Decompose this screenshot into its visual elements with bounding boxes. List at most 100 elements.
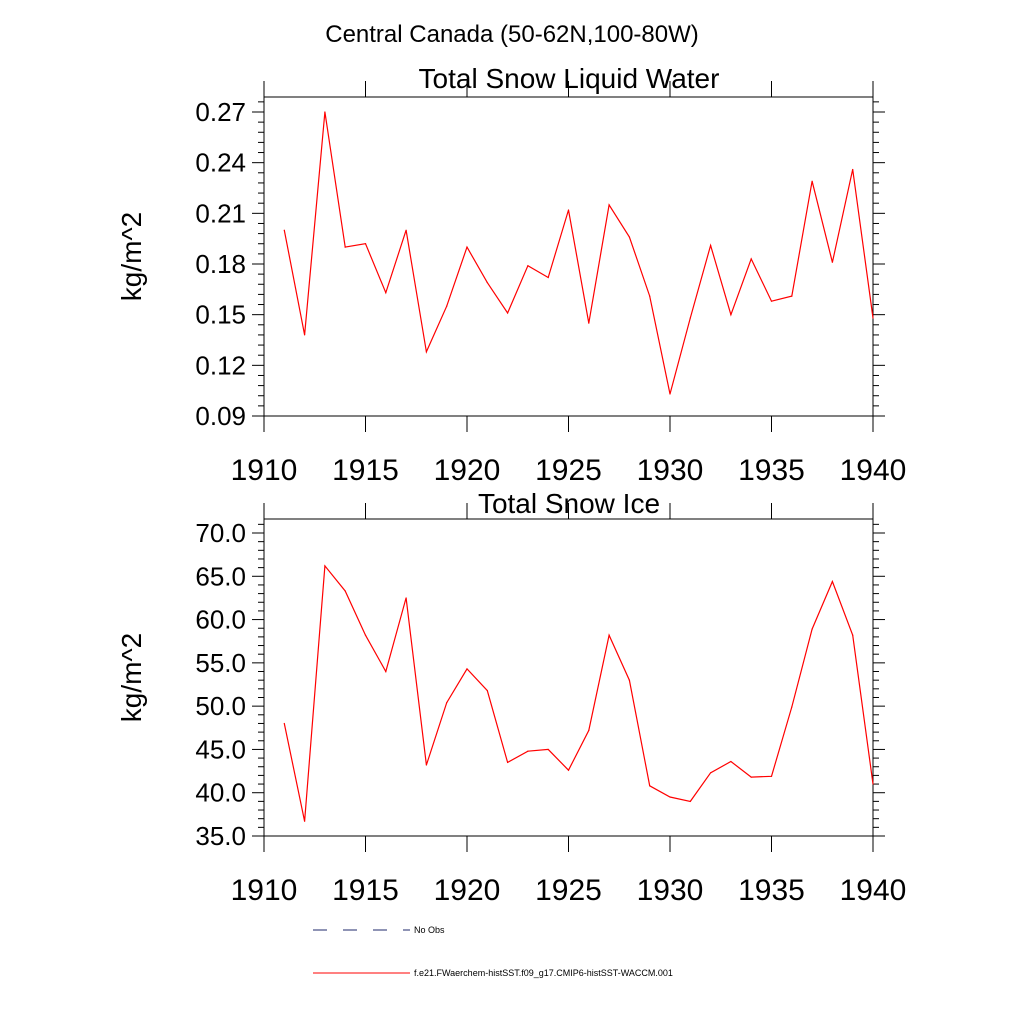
series-line-1	[283, 111, 874, 395]
x-tick-label: 1930	[637, 874, 704, 907]
chart-panel-2: Total Snow Icekg/m^235.040.045.050.055.0…	[116, 488, 906, 907]
data-point	[344, 590, 346, 592]
data-point	[405, 597, 407, 599]
x-tick-label: 1925	[535, 874, 602, 907]
data-point	[608, 204, 610, 206]
legend: No Obs f.e21.FWaerchem-histSST.f09_g17.CM…	[313, 925, 673, 978]
data-point	[567, 209, 570, 211]
x-tick-label: 1910	[231, 454, 298, 487]
data-point	[811, 180, 813, 182]
data-point	[466, 668, 468, 670]
y-tick-label: 0.21	[195, 198, 246, 228]
y-tick-label: 0.12	[195, 350, 246, 380]
data-point	[364, 634, 367, 636]
data-point	[831, 261, 834, 263]
data-point	[710, 244, 712, 247]
data-point	[852, 634, 854, 636]
y-tick-label: 0.18	[195, 249, 246, 279]
data-point	[507, 761, 509, 764]
data-point	[669, 393, 671, 395]
y-tick-label: 45.0	[195, 734, 246, 764]
data-point	[405, 229, 407, 231]
data-point	[689, 800, 691, 802]
y-axis-label: kg/m^2	[116, 212, 147, 301]
data-point	[770, 300, 773, 302]
data-point	[872, 317, 874, 319]
x-tick-label: 1915	[332, 874, 399, 907]
data-point	[831, 580, 834, 583]
data-point	[527, 750, 529, 752]
x-tick-label: 1910	[231, 874, 298, 907]
data-point	[608, 634, 610, 636]
data-point	[791, 706, 793, 708]
y-tick-label: 55.0	[195, 648, 246, 678]
panels: Total Snow Liquid Waterkg/m^20.090.120.1…	[116, 63, 906, 907]
x-tick-label: 1935	[738, 874, 805, 907]
y-tick-label: 70.0	[195, 518, 246, 548]
data-point	[425, 351, 427, 353]
data-point	[730, 760, 732, 763]
series-line-1	[283, 564, 874, 822]
y-tick-label: 0.27	[195, 97, 246, 127]
data-point	[669, 796, 671, 798]
figure-title: Central Canada (50-62N,100-80W)	[325, 21, 699, 48]
data-point	[385, 670, 387, 673]
data-point	[567, 769, 570, 771]
data-point	[628, 679, 631, 681]
plot-frame	[263, 96, 874, 417]
chart-panel-1: Total Snow Liquid Waterkg/m^20.090.120.1…	[116, 63, 906, 487]
data-point	[588, 729, 590, 731]
y-tick-label: 0.15	[195, 300, 246, 330]
data-point	[527, 265, 529, 267]
y-tick-label: 35.0	[195, 821, 246, 851]
y-tick-label: 40.0	[195, 778, 246, 808]
data-point	[710, 772, 712, 774]
x-tick-label: 1935	[738, 454, 805, 487]
data-point	[344, 246, 346, 248]
data-point	[446, 702, 448, 704]
data-point	[588, 322, 590, 324]
data-point	[750, 258, 752, 260]
y-axis-label: kg/m^2	[116, 633, 147, 722]
data-point	[730, 314, 732, 316]
data-point	[486, 281, 488, 284]
data-point	[304, 820, 306, 822]
data-point	[628, 236, 631, 238]
x-tick-label: 1940	[840, 454, 907, 487]
data-point	[791, 295, 793, 297]
data-point	[425, 764, 427, 766]
legend-label-2: f.e21.FWaerchem-histSST.f09_g17.CMIP6-hi…	[414, 968, 673, 978]
data-point	[364, 243, 367, 245]
data-point	[872, 783, 874, 785]
data-point	[385, 292, 387, 294]
y-tick-label: 0.09	[195, 401, 246, 431]
data-point	[283, 229, 285, 231]
x-tick-label: 1925	[535, 454, 602, 487]
x-tick-label: 1920	[434, 874, 501, 907]
data-point	[750, 776, 752, 778]
legend-label-1: No Obs	[414, 925, 445, 935]
data-point	[770, 775, 773, 777]
data-point	[547, 748, 549, 751]
data-point	[304, 334, 306, 336]
y-tick-label: 60.0	[195, 605, 246, 635]
y-tick-label: 0.24	[195, 148, 246, 178]
data-point	[446, 305, 448, 307]
data-point	[507, 312, 509, 314]
data-point	[811, 628, 813, 630]
data-point	[689, 317, 691, 319]
data-point	[649, 785, 651, 787]
x-tick-label: 1930	[637, 454, 704, 487]
data-point	[649, 295, 651, 297]
data-point	[547, 276, 549, 279]
data-point	[466, 246, 468, 248]
y-tick-label: 50.0	[195, 691, 246, 721]
y-tick-label: 65.0	[195, 561, 246, 591]
plot-frame	[263, 518, 874, 837]
data-point	[324, 565, 326, 567]
data-point	[283, 722, 285, 725]
x-tick-label: 1920	[434, 454, 501, 487]
data-point	[324, 111, 326, 113]
data-point	[852, 168, 854, 171]
